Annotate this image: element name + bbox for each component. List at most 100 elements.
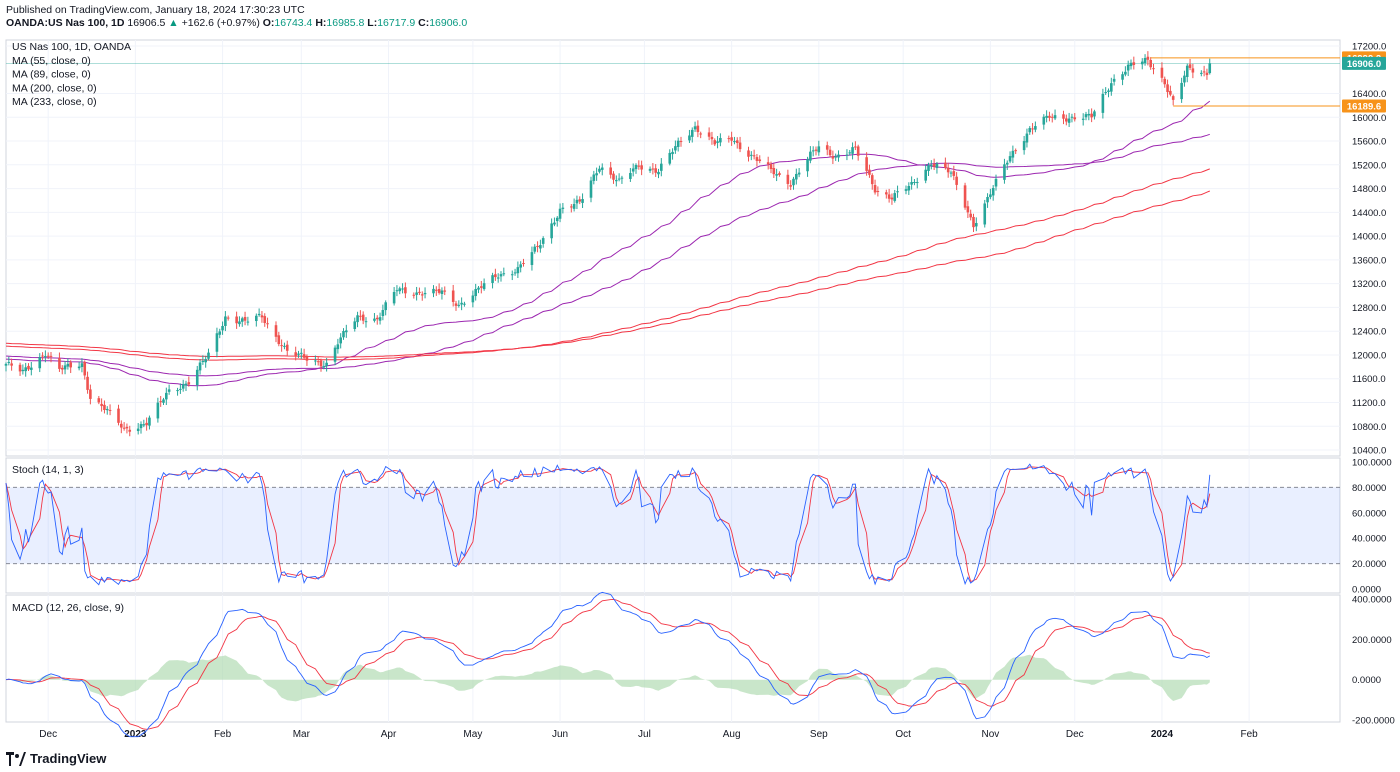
candle-body bbox=[944, 162, 947, 168]
stoch-tick-label: 20.0000 bbox=[1352, 559, 1386, 570]
x-tick-label: Feb bbox=[1241, 729, 1259, 740]
candle-body bbox=[463, 303, 466, 305]
candle-body bbox=[873, 185, 877, 193]
quote-line: OANDA:US Nas 100, 1D 16906.5 ▲ +162.6 (+… bbox=[6, 17, 467, 29]
candle-body bbox=[657, 171, 660, 175]
stoch-tick-label: 60.0000 bbox=[1352, 508, 1386, 519]
candle-body bbox=[266, 323, 269, 325]
ma89-line bbox=[5, 133, 1210, 377]
macd-tick-label: 200.0000 bbox=[1352, 635, 1392, 646]
price-tick-label: 13600.0 bbox=[1352, 255, 1386, 266]
candle-body bbox=[294, 352, 297, 356]
candle-body bbox=[994, 178, 998, 187]
price-tick-label: 16400.0 bbox=[1352, 89, 1386, 100]
price-tick-label: 17200.0 bbox=[1352, 41, 1386, 52]
candle-body bbox=[176, 390, 179, 392]
candle-body bbox=[1045, 115, 1048, 118]
candle-body bbox=[617, 178, 621, 180]
x-tick-label: Mar bbox=[293, 729, 311, 740]
candle-body bbox=[179, 388, 182, 390]
candle-body bbox=[274, 325, 278, 337]
candle-body bbox=[145, 422, 148, 426]
candle-body bbox=[142, 424, 146, 426]
candle-body bbox=[530, 252, 534, 265]
candle-body bbox=[1104, 92, 1107, 94]
candle-body bbox=[325, 362, 328, 366]
macd-tick-label: 400.0000 bbox=[1352, 595, 1392, 606]
price-tick-label: 12400.0 bbox=[1352, 327, 1386, 338]
candle-body bbox=[1110, 83, 1113, 92]
candle-body bbox=[128, 429, 132, 432]
change-value: +162.6 (+0.97%) bbox=[181, 17, 260, 29]
candle-body bbox=[494, 274, 497, 278]
candle-body bbox=[10, 363, 13, 366]
ma-legend-4: MA (233, close, 0) bbox=[12, 96, 97, 108]
candle-body bbox=[1003, 164, 1006, 180]
price-tick-label: 11200.0 bbox=[1352, 398, 1386, 409]
candle-body bbox=[415, 292, 418, 295]
x-tick-label: Nov bbox=[981, 729, 999, 740]
candle-body bbox=[828, 149, 832, 156]
candle-body bbox=[181, 384, 185, 389]
candle-body bbox=[1180, 82, 1183, 100]
candle-body bbox=[589, 180, 593, 198]
candle-body bbox=[167, 389, 171, 392]
price-tick-label: 14800.0 bbox=[1352, 184, 1386, 195]
candle-body bbox=[1208, 63, 1212, 74]
candle-body bbox=[676, 140, 680, 147]
candle-body bbox=[541, 238, 545, 244]
candle-body bbox=[825, 145, 829, 150]
candle-body bbox=[1028, 128, 1032, 133]
candle-body bbox=[58, 358, 61, 369]
candle-body bbox=[77, 366, 81, 369]
candle-body bbox=[654, 168, 657, 173]
candle-body bbox=[86, 376, 89, 390]
candle-body bbox=[41, 355, 44, 357]
candle-body bbox=[809, 151, 812, 161]
price-tick-label: 10800.0 bbox=[1352, 422, 1386, 433]
candle-body bbox=[195, 369, 199, 386]
price-tick-label: 15200.0 bbox=[1352, 160, 1386, 171]
candle-body bbox=[460, 302, 463, 305]
candle-body bbox=[226, 317, 230, 319]
candle-body bbox=[165, 392, 168, 400]
candle-body bbox=[946, 167, 950, 173]
low-value: 16717.9 bbox=[377, 17, 416, 29]
candle-body bbox=[516, 267, 520, 274]
candle-body bbox=[412, 294, 416, 296]
open-value: 16743.4 bbox=[274, 17, 313, 29]
candle-body bbox=[755, 157, 759, 161]
candle-body bbox=[932, 163, 936, 167]
candle-body bbox=[640, 165, 643, 170]
candle-body bbox=[30, 367, 33, 370]
candle-body bbox=[378, 317, 382, 321]
candle-body bbox=[1008, 156, 1012, 162]
candle-body bbox=[786, 174, 790, 184]
candle-body bbox=[89, 389, 92, 399]
candle-body bbox=[246, 321, 250, 323]
candle-body bbox=[280, 345, 283, 347]
candle-body bbox=[778, 173, 781, 175]
candle-body bbox=[1022, 141, 1026, 151]
candle-body bbox=[935, 163, 939, 169]
candle-body bbox=[404, 287, 407, 294]
candle-body bbox=[679, 141, 683, 143]
candle-body bbox=[314, 360, 317, 362]
candle-body bbox=[668, 152, 672, 164]
candle-body bbox=[1163, 78, 1167, 85]
candle-body bbox=[991, 187, 995, 196]
candle-body bbox=[693, 126, 697, 130]
candle-body bbox=[893, 193, 897, 201]
candle-body bbox=[811, 150, 815, 152]
candle-body bbox=[1090, 113, 1093, 118]
candle-body bbox=[837, 154, 840, 158]
candle-body bbox=[772, 168, 776, 175]
candle-body bbox=[817, 146, 821, 153]
candle-body bbox=[454, 303, 458, 306]
candle-body bbox=[1067, 118, 1071, 123]
candle-body bbox=[235, 316, 238, 324]
candle-body bbox=[1202, 71, 1206, 73]
candle-body bbox=[97, 398, 101, 403]
last-price-tag: 16906.0 bbox=[1347, 59, 1381, 70]
